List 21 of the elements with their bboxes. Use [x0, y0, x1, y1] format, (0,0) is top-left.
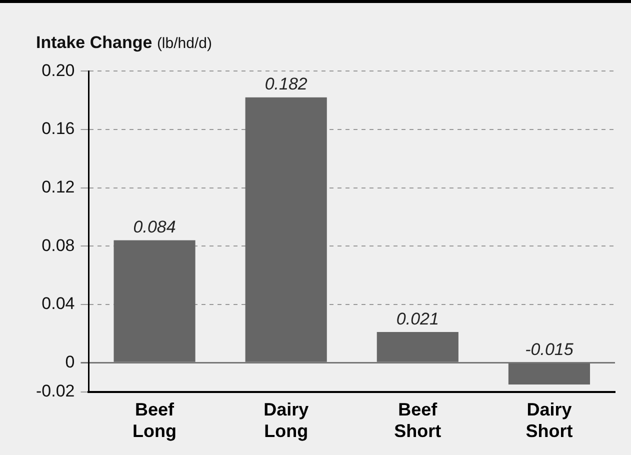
y-axis-title: (lb/hd/d)	[156, 35, 212, 52]
data-label: 0.084	[133, 217, 176, 236]
bar	[376, 332, 458, 362]
x-tick-label: Beef Short	[394, 400, 442, 442]
y-tick-label: 0.04	[42, 294, 75, 314]
y-tick-label: 0.08	[42, 236, 75, 255]
chart-title: Intake Change	[36, 33, 152, 52]
x-tick-label: Dairy Long	[264, 400, 309, 442]
y-tick-label: -0.02	[36, 381, 75, 400]
data-label: -0.015	[525, 340, 574, 359]
y-tick-label: 0	[65, 352, 75, 372]
data-label: 0.182	[264, 74, 308, 94]
bar	[114, 240, 196, 362]
y-tick-label: 0.12	[42, 177, 75, 196]
y-tick-label: 0.20	[42, 60, 75, 80]
x-tick-label: Beef Long	[132, 400, 177, 442]
x-tick-label: Dairy Short	[526, 400, 573, 442]
bar	[245, 97, 327, 362]
bar	[508, 363, 590, 385]
y-tick-label: 0.16	[42, 119, 75, 138]
data-label: 0.021	[396, 309, 439, 328]
